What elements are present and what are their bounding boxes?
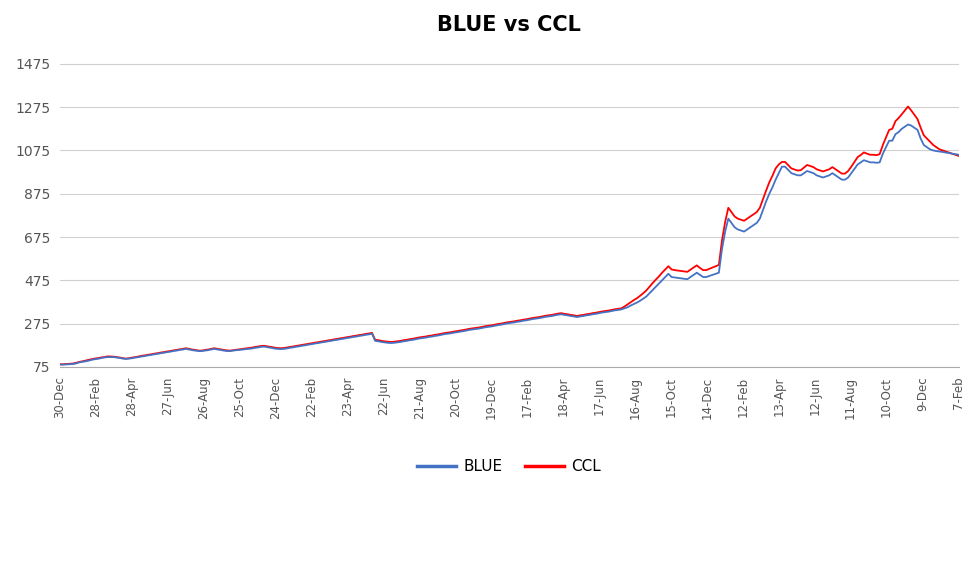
- Legend: BLUE, CCL: BLUE, CCL: [412, 453, 607, 480]
- Title: BLUE vs CCL: BLUE vs CCL: [437, 15, 581, 35]
